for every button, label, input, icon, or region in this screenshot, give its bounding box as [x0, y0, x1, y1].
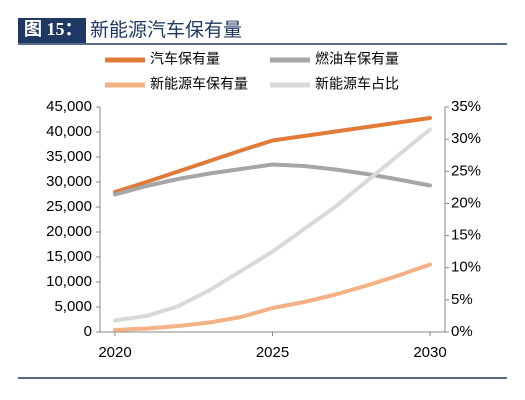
- y2-tick-label: 0%: [451, 323, 473, 340]
- y-tick-label: 40,000: [46, 123, 92, 140]
- figure-label: 图 15：: [24, 19, 83, 39]
- y-tick-label: 20,000: [46, 223, 92, 240]
- y-tick-label: 15,000: [46, 248, 92, 265]
- header-box: [18, 18, 86, 43]
- y2-tick-label: 25%: [451, 162, 481, 179]
- legend-label: 新能源车保有量: [150, 76, 248, 92]
- y-tick-label: 0: [84, 323, 92, 340]
- legend-label: 燃油车保有量: [315, 51, 399, 67]
- series-line: [113, 127, 432, 323]
- x-tick-label: 2025: [256, 344, 289, 361]
- y2-tick-label: 20%: [451, 194, 481, 211]
- series-line: [113, 162, 432, 197]
- y-tick-label: 25,000: [46, 198, 92, 215]
- y-tick-label: 35,000: [46, 148, 92, 165]
- chart-title: 新能源汽车保有量: [90, 19, 242, 41]
- y-tick-label: 5,000: [54, 298, 92, 315]
- y-tick-label: 45,000: [46, 98, 92, 115]
- y2-tick-label: 30%: [451, 130, 481, 147]
- x-tick-label: 2030: [413, 344, 446, 361]
- legend-label: 新能源车占比: [315, 76, 399, 92]
- y2-tick-label: 5%: [451, 291, 473, 308]
- legend-label: 汽车保有量: [150, 51, 220, 67]
- x-tick-label: 2020: [98, 344, 131, 361]
- y2-tick-label: 35%: [451, 98, 481, 115]
- y-tick-label: 10,000: [46, 273, 92, 290]
- y-tick-label: 30,000: [46, 173, 92, 190]
- y2-tick-label: 10%: [451, 259, 481, 276]
- series-line: [113, 116, 432, 194]
- y2-tick-label: 15%: [451, 227, 481, 244]
- series-line: [113, 262, 432, 332]
